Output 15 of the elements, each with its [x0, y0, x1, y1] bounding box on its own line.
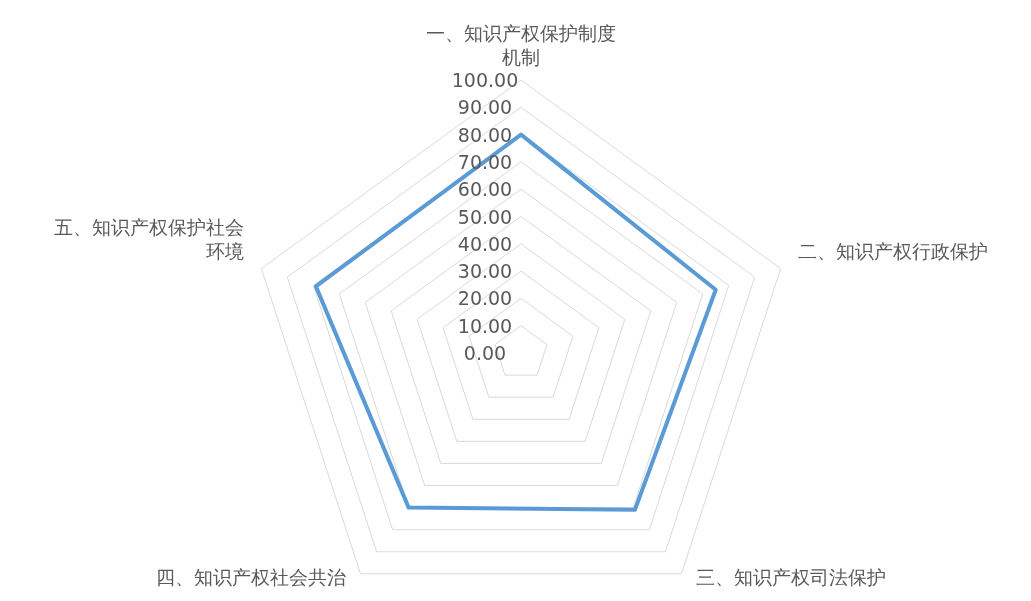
y-tick-label: 90.00 — [457, 96, 513, 119]
spoke-label: 三、知识产权司法保护 — [696, 566, 887, 589]
y-tick-label: 20.00 — [457, 287, 513, 310]
spoke-label: 五、知识产权保护社会环境 — [53, 216, 244, 263]
y-tick-label: 0.00 — [463, 342, 507, 364]
spoke-label: 四、知识产权社会共治 — [155, 566, 346, 589]
spoke-label: 一、知识产权保护制度机制 — [426, 22, 616, 68]
y-tick-label: 10.00 — [457, 314, 513, 337]
y-tick-label: 80.00 — [457, 123, 513, 146]
y-tick-label: 50.00 — [457, 205, 513, 228]
spoke-label: 二、知识产权行政保护 — [798, 240, 989, 263]
y-tick-label: 60.00 — [457, 178, 513, 201]
y-tick-label: 30.00 — [457, 260, 513, 283]
y-tick-label: 100.00 — [451, 69, 519, 91]
y-tick-label: 40.00 — [457, 232, 513, 255]
